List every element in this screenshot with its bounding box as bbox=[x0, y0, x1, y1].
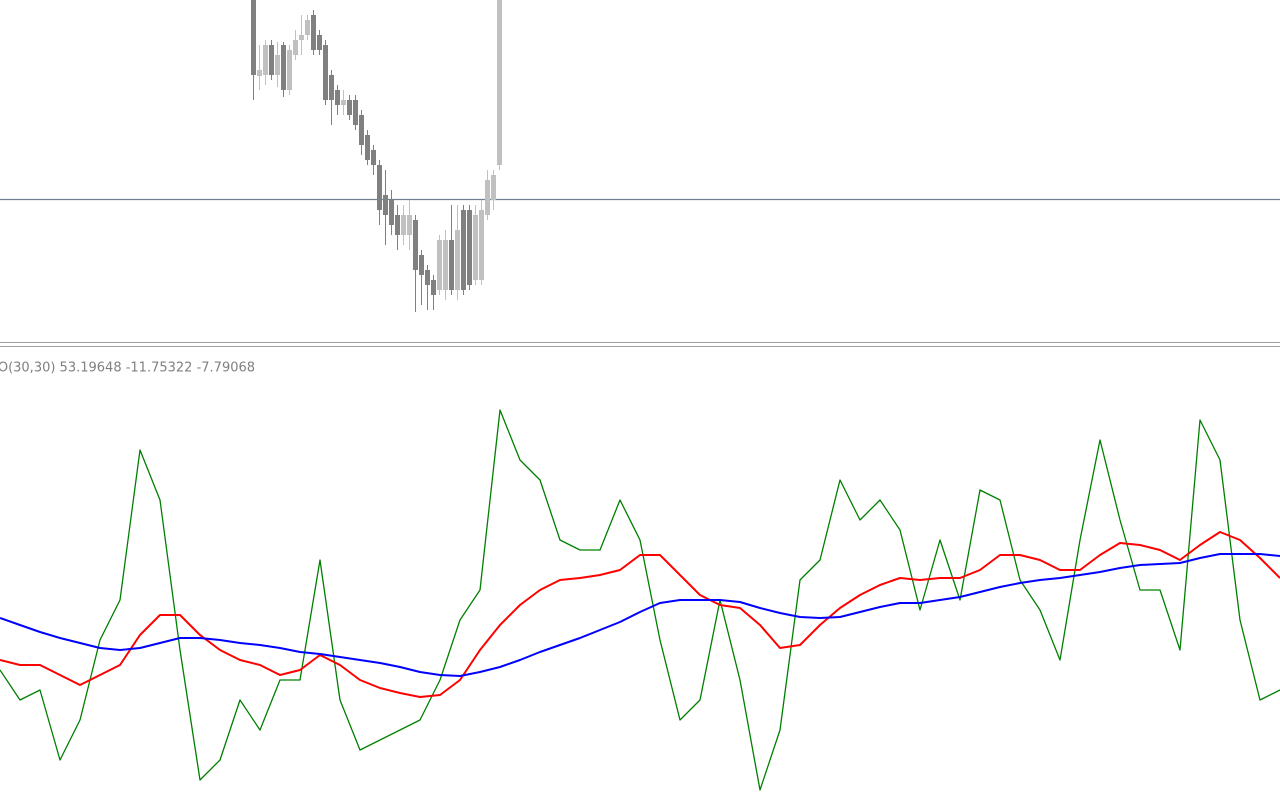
candle-body bbox=[455, 230, 460, 290]
candle-body bbox=[383, 195, 388, 215]
candle-body bbox=[305, 20, 310, 35]
indicator-label: JO(30,30) 53.19648 -11.75322 -7.79068 bbox=[0, 361, 255, 376]
candle-body bbox=[323, 45, 328, 100]
candle-body bbox=[359, 115, 364, 145]
candle-body bbox=[365, 135, 370, 160]
candle-body bbox=[347, 100, 352, 115]
candle-body bbox=[407, 215, 412, 235]
price-panel bbox=[0, 0, 1280, 312]
candle-body bbox=[287, 50, 292, 90]
candle-body bbox=[473, 215, 478, 280]
candle-body bbox=[269, 45, 274, 75]
indicator-line bbox=[0, 531, 1280, 698]
candle-body bbox=[293, 40, 298, 55]
candle-body bbox=[299, 35, 304, 40]
candle-body bbox=[497, 0, 502, 165]
candle-body bbox=[353, 100, 358, 125]
candle-body bbox=[467, 210, 472, 285]
candle-body bbox=[389, 200, 394, 225]
candle-body bbox=[401, 215, 406, 235]
candle-body bbox=[311, 15, 316, 50]
candle-body bbox=[263, 45, 268, 75]
candle-body bbox=[443, 240, 448, 290]
candle-body bbox=[425, 270, 430, 285]
candle-body bbox=[461, 210, 466, 290]
indicator-line bbox=[0, 409, 1280, 791]
candle-body bbox=[479, 210, 484, 280]
candle-body bbox=[485, 180, 490, 215]
candle-body bbox=[449, 240, 454, 290]
candle-body bbox=[317, 35, 322, 50]
candle-body bbox=[275, 55, 280, 75]
candle-body bbox=[251, 0, 256, 75]
candle-body bbox=[281, 45, 286, 90]
candle-body bbox=[491, 175, 496, 200]
candle-body bbox=[395, 215, 400, 235]
candle-body bbox=[341, 100, 346, 105]
candle-body bbox=[419, 255, 424, 275]
candle-body bbox=[437, 240, 442, 290]
candle-body bbox=[335, 90, 340, 105]
indicator-line bbox=[0, 553, 1280, 677]
candle-body bbox=[329, 75, 334, 100]
candle-body bbox=[371, 150, 376, 165]
indicator-panel bbox=[0, 409, 1280, 791]
candle-body bbox=[377, 165, 382, 210]
candle-body bbox=[257, 70, 262, 76]
candle-body bbox=[431, 280, 436, 295]
candle-body bbox=[413, 220, 418, 270]
